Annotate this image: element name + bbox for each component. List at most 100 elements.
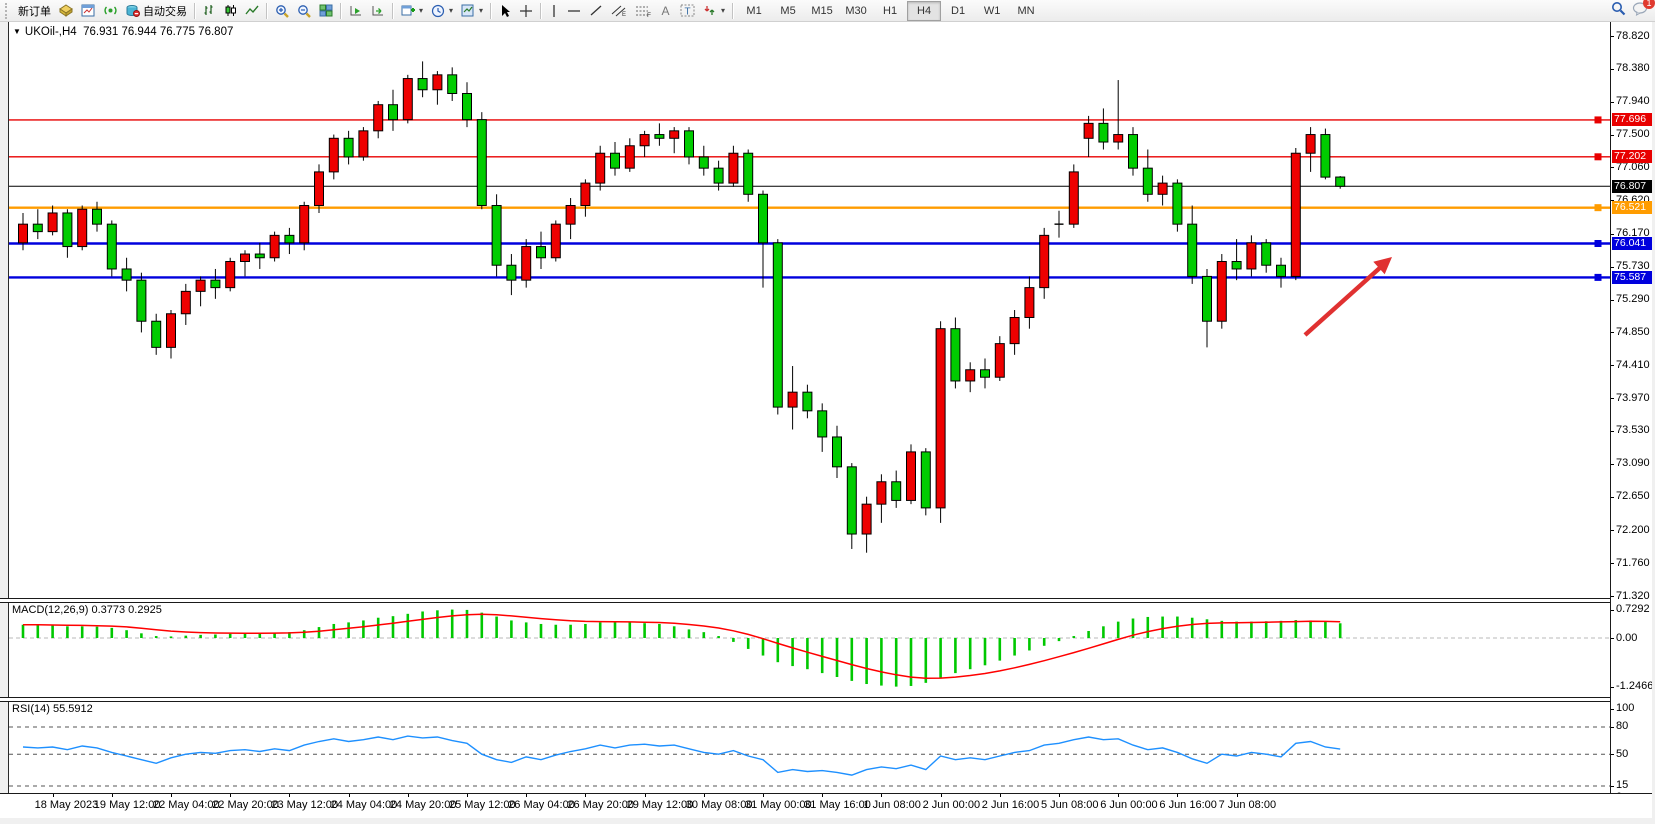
candle xyxy=(1009,310,1020,355)
axis-tick xyxy=(1611,266,1614,268)
symbol-ohlc-line: ▼ UKOil-,H4 76.931 76.944 76.775 76.807 xyxy=(13,26,233,38)
timeframe-M5[interactable]: M5 xyxy=(780,4,796,17)
zoom-in-icon xyxy=(275,4,289,18)
time-axis[interactable]: 18 May 2023 19 May 12:00 22 May 04:00 22 Ma… xyxy=(0,793,1652,819)
autotrading-button[interactable]: 自动交易 xyxy=(122,0,191,21)
axis-tick xyxy=(1611,299,1614,301)
chart-profile-button[interactable] xyxy=(55,0,77,21)
timeframe-M1[interactable]: M1 xyxy=(746,4,762,17)
candle xyxy=(1216,254,1227,329)
time-axis-label: 24 May 20:00 xyxy=(389,799,457,811)
candle xyxy=(92,201,102,232)
time-axis-tick xyxy=(407,794,409,797)
time-axis-tick xyxy=(467,794,468,797)
axis-tick xyxy=(1611,785,1614,787)
fibonacci-tool-button[interactable]: F xyxy=(631,0,655,21)
macd-scale-label: -1.2466 xyxy=(1616,680,1654,693)
candle xyxy=(1024,276,1035,329)
macd-scale-label: 0.00 xyxy=(1616,631,1638,644)
time-axis-tick xyxy=(111,794,113,797)
candle xyxy=(284,227,295,255)
chart-right-edge xyxy=(1652,22,1655,818)
timeframe-D1[interactable]: D1 xyxy=(951,4,966,17)
panel-separator[interactable] xyxy=(0,697,1652,702)
candle xyxy=(136,272,147,333)
price-tick-label: 75.730 xyxy=(1616,260,1650,273)
level-drag-handle[interactable] xyxy=(1594,116,1602,124)
candle xyxy=(1261,239,1272,273)
panel-separator[interactable] xyxy=(0,598,1652,603)
signals-button[interactable] xyxy=(99,0,122,21)
line-chart-mode-button[interactable] xyxy=(241,0,263,21)
arrow-annotation[interactable] xyxy=(1303,264,1384,337)
level-drag-handle[interactable] xyxy=(1594,204,1602,212)
level-drag-handle[interactable] xyxy=(1594,153,1602,161)
cursor-tool-button[interactable] xyxy=(495,0,515,21)
tile-windows-button[interactable] xyxy=(315,0,337,21)
rsi-scale-label: 15 xyxy=(1616,779,1629,792)
vertical-line-tool-button[interactable] xyxy=(545,0,563,21)
price-tick-label: 78.820 xyxy=(1616,29,1650,42)
auto-scroll-button[interactable] xyxy=(345,0,367,21)
axis-tick xyxy=(1611,200,1614,202)
axis-tick xyxy=(1611,708,1614,710)
templates-button[interactable]: ▾ xyxy=(457,0,487,21)
zoom-out-button[interactable] xyxy=(293,0,315,21)
bar-chart-mode-button[interactable] xyxy=(199,0,220,21)
timeframe-W1[interactable]: W1 xyxy=(983,4,1001,17)
time-axis-tick xyxy=(230,794,232,797)
toolbar-grip[interactable] xyxy=(5,2,11,19)
new-chart-button[interactable]: ▾ xyxy=(397,0,427,21)
autotrading-icon xyxy=(126,4,140,17)
candlestick-mode-button[interactable] xyxy=(220,0,241,21)
time-axis-label: 26 May 04:00 xyxy=(508,799,575,811)
price-axis[interactable]: 78.820 78.380 77.940 77.500 77.060 76.620 76.1… xyxy=(1610,22,1653,818)
time-axis-label: 29 May 12:00 xyxy=(626,799,694,811)
signal-icon xyxy=(103,4,118,17)
timeframe-M30[interactable]: M30 xyxy=(845,4,867,17)
search-icon[interactable] xyxy=(1611,1,1626,19)
main-chart-panel[interactable] xyxy=(9,22,1610,598)
rsi-line xyxy=(22,735,1341,776)
arrows-tool-button[interactable]: ▾ xyxy=(699,0,729,21)
macd-panel[interactable] xyxy=(9,601,1610,697)
time-axis-label: 25 May 12:00 xyxy=(449,799,516,811)
timeframe-H4[interactable]: H4 xyxy=(907,0,942,21)
equidistant-channel-tool-button[interactable]: E xyxy=(607,0,631,21)
text-label-tool-button[interactable]: T xyxy=(676,0,699,21)
arrows-icon xyxy=(703,4,717,17)
time-axis-label: 31 May 00:00 xyxy=(745,799,812,811)
candle xyxy=(373,100,384,139)
chevron-down-icon[interactable]: ▼ xyxy=(13,27,21,36)
notifications-button[interactable]: 1 xyxy=(1632,0,1655,19)
axis-tick xyxy=(1611,754,1614,756)
timeframe-M15[interactable]: M15 xyxy=(811,4,833,17)
candle xyxy=(47,205,58,236)
candle xyxy=(521,239,532,288)
candle xyxy=(713,160,724,191)
chart-shift-button[interactable] xyxy=(367,0,389,21)
candle xyxy=(462,82,472,128)
periods-button[interactable]: ▾ xyxy=(427,0,457,21)
crosshair-tool-button[interactable] xyxy=(515,0,537,21)
candle xyxy=(1231,239,1242,281)
new-order-button[interactable]: 新订单 xyxy=(14,0,55,21)
axis-tick xyxy=(1611,530,1614,532)
timeframe-H1[interactable]: H1 xyxy=(883,4,898,17)
arrow-annotation-head[interactable] xyxy=(1373,257,1392,275)
timeframe-bar: M1 M5 M15 M30 H1 H4 D1 W1 MN xyxy=(737,0,1043,21)
timeframe-MN[interactable]: MN xyxy=(1017,4,1035,17)
level-drag-handle[interactable] xyxy=(1594,239,1602,247)
trendline-tool-button[interactable] xyxy=(585,0,607,21)
level-drag-handle[interactable] xyxy=(1594,273,1602,281)
rsi-panel[interactable] xyxy=(9,700,1610,792)
candle xyxy=(654,123,665,146)
market-window-button[interactable] xyxy=(77,0,99,21)
time-axis-label: 1 Jun 08:00 xyxy=(863,799,921,811)
horizontal-line-tool-button[interactable] xyxy=(563,0,585,21)
text-tool-button[interactable]: A xyxy=(655,0,676,21)
candle xyxy=(476,112,487,210)
zoom-in-button[interactable] xyxy=(271,0,293,21)
bar-chart-icon xyxy=(203,4,216,17)
